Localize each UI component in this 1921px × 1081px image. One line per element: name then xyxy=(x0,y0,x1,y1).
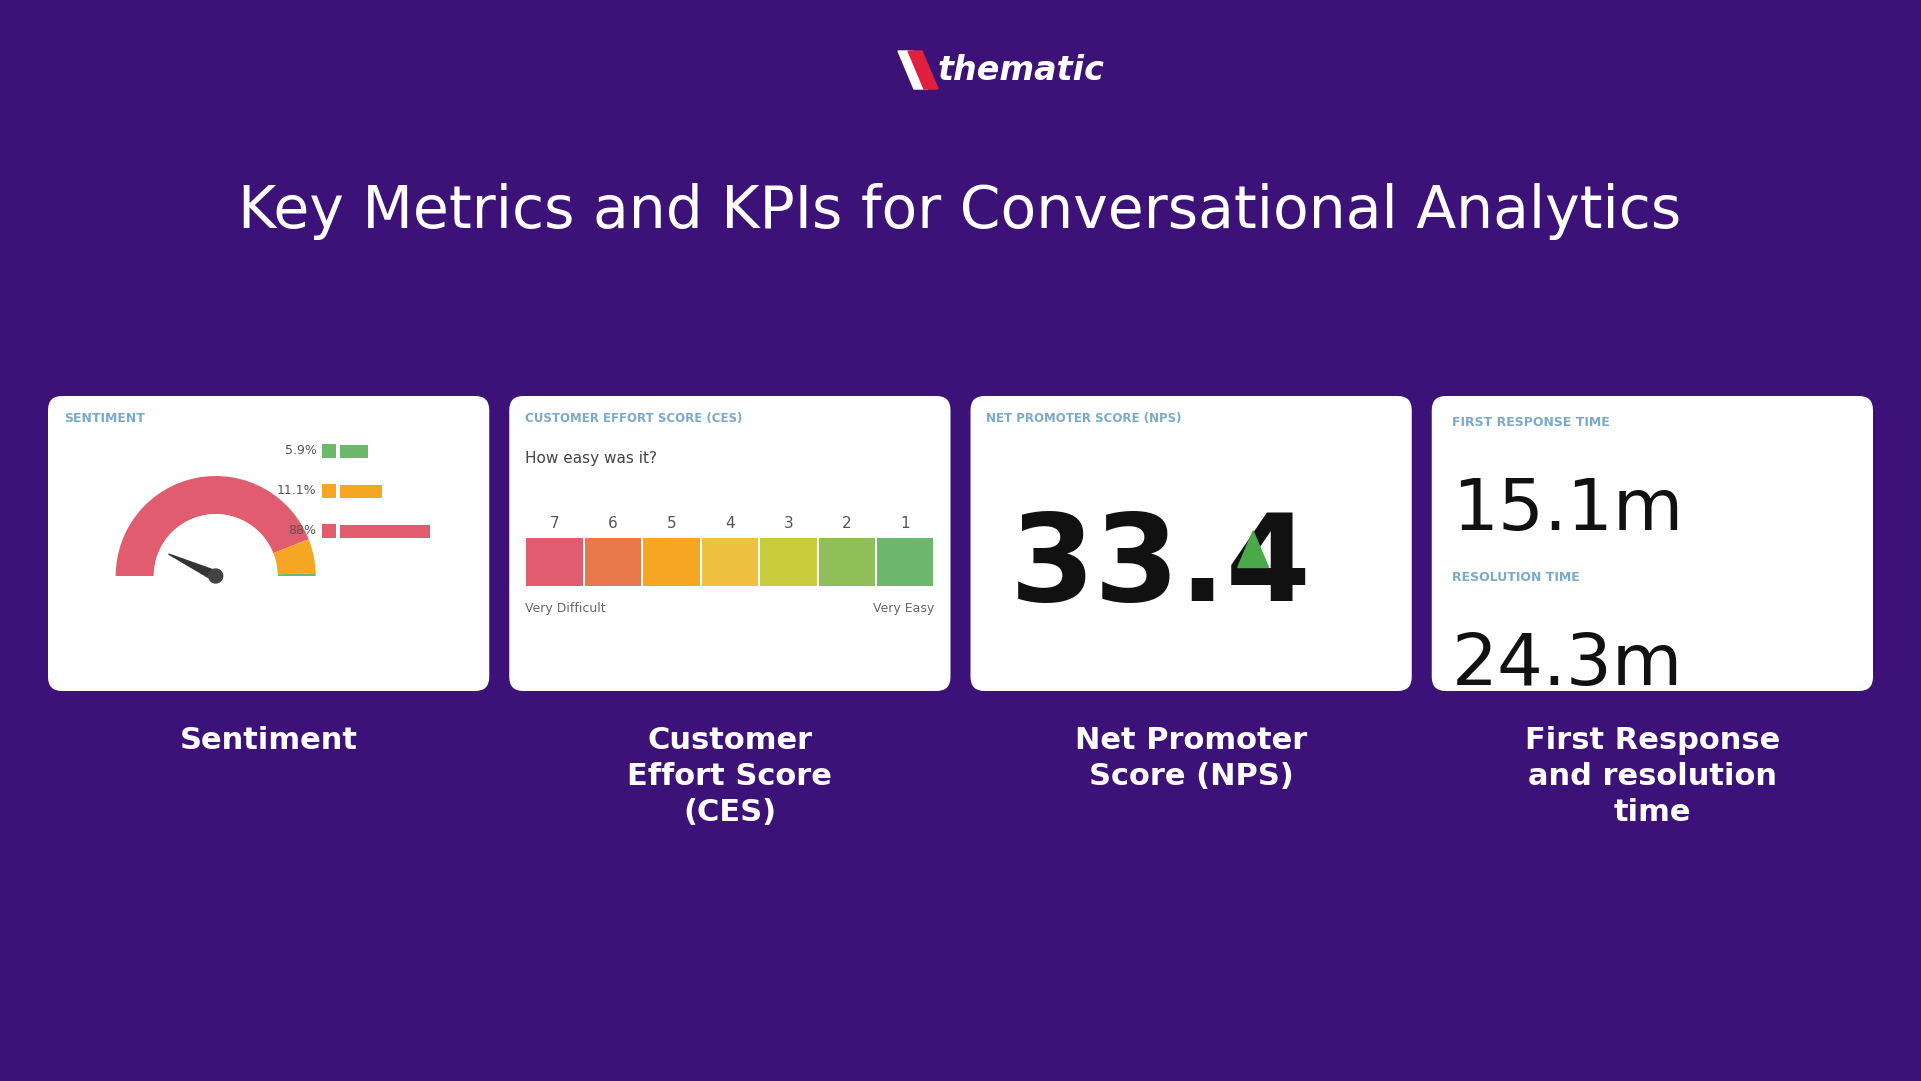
Text: 11.1%: 11.1% xyxy=(277,484,317,497)
Text: 33.4: 33.4 xyxy=(1010,508,1312,626)
Text: Very Easy: Very Easy xyxy=(874,602,934,615)
Text: Customer
Effort Score
(CES): Customer Effort Score (CES) xyxy=(628,726,832,827)
Text: Very Difficult: Very Difficult xyxy=(524,602,605,615)
Text: First Response
and resolution
time: First Response and resolution time xyxy=(1525,726,1781,827)
Polygon shape xyxy=(909,51,937,89)
Text: 7: 7 xyxy=(549,517,559,532)
Bar xyxy=(321,444,336,458)
Text: 5: 5 xyxy=(667,517,676,532)
Bar xyxy=(340,445,367,458)
Bar xyxy=(644,538,699,586)
Bar xyxy=(526,538,582,586)
Bar xyxy=(878,538,934,586)
Bar xyxy=(701,538,759,586)
Text: 88%: 88% xyxy=(288,524,317,537)
Text: 5.9%: 5.9% xyxy=(284,444,317,457)
Bar xyxy=(321,484,336,498)
FancyBboxPatch shape xyxy=(509,396,951,691)
Text: 2: 2 xyxy=(841,517,851,532)
Text: 24.3m: 24.3m xyxy=(1452,631,1683,700)
Polygon shape xyxy=(897,51,928,89)
Bar xyxy=(340,525,430,538)
Text: 4: 4 xyxy=(724,517,734,532)
Circle shape xyxy=(156,515,277,637)
Text: NET PROMOTER SCORE (NPS): NET PROMOTER SCORE (NPS) xyxy=(987,412,1181,425)
Wedge shape xyxy=(279,573,315,576)
Text: 15.1m: 15.1m xyxy=(1452,476,1683,545)
Text: CUSTOMER EFFORT SCORE (CES): CUSTOMER EFFORT SCORE (CES) xyxy=(524,412,743,425)
Wedge shape xyxy=(273,539,315,574)
FancyBboxPatch shape xyxy=(1431,396,1873,691)
Bar xyxy=(321,524,336,538)
Text: RESOLUTION TIME: RESOLUTION TIME xyxy=(1452,571,1579,584)
FancyBboxPatch shape xyxy=(48,396,490,691)
Text: Key Metrics and KPIs for Conversational Analytics: Key Metrics and KPIs for Conversational … xyxy=(238,183,1681,240)
Wedge shape xyxy=(115,476,309,576)
Text: FIRST RESPONSE TIME: FIRST RESPONSE TIME xyxy=(1452,416,1610,429)
Polygon shape xyxy=(169,555,217,580)
Text: Net Promoter
Score (NPS): Net Promoter Score (NPS) xyxy=(1076,726,1308,791)
Text: How easy was it?: How easy was it? xyxy=(524,451,657,466)
Text: 3: 3 xyxy=(784,517,793,532)
Text: Sentiment: Sentiment xyxy=(181,726,357,755)
Bar xyxy=(584,538,642,586)
Polygon shape xyxy=(1237,531,1268,568)
Text: SENTIMENT: SENTIMENT xyxy=(63,412,144,425)
Bar xyxy=(761,538,816,586)
FancyBboxPatch shape xyxy=(970,396,1412,691)
Text: 1: 1 xyxy=(901,517,911,532)
Text: 6: 6 xyxy=(609,517,619,532)
Bar xyxy=(818,538,876,586)
Circle shape xyxy=(209,569,223,583)
Bar xyxy=(340,485,382,498)
Text: thematic: thematic xyxy=(937,53,1105,86)
